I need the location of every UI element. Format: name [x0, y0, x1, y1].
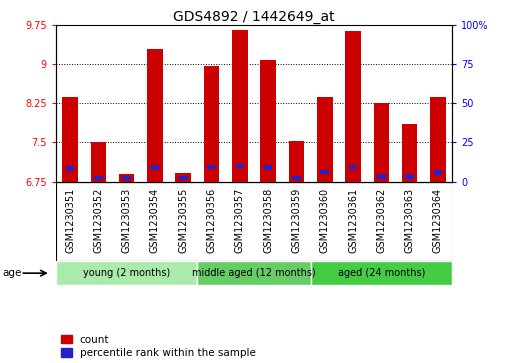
Text: aged (24 months): aged (24 months): [338, 268, 425, 278]
Bar: [207, 164, 216, 169]
Bar: [292, 176, 301, 180]
Bar: [151, 165, 159, 170]
Bar: [147, 49, 163, 182]
Bar: [377, 174, 386, 179]
Bar: [204, 66, 219, 182]
Text: GSM1230357: GSM1230357: [235, 188, 245, 253]
Bar: [345, 30, 361, 181]
Bar: [434, 170, 442, 175]
Bar: [232, 29, 247, 181]
Text: age: age: [3, 268, 22, 278]
Bar: [62, 97, 78, 182]
Text: GSM1230363: GSM1230363: [405, 188, 415, 253]
Text: middle aged (12 months): middle aged (12 months): [192, 268, 316, 278]
Text: GSM1230358: GSM1230358: [263, 188, 273, 253]
Bar: [405, 174, 414, 179]
Text: GSM1230361: GSM1230361: [348, 188, 358, 253]
Text: GSM1230351: GSM1230351: [65, 188, 75, 253]
Bar: [90, 143, 106, 182]
Title: GDS4892 / 1442649_at: GDS4892 / 1442649_at: [173, 11, 335, 24]
Bar: [289, 141, 304, 182]
Text: GSM1230355: GSM1230355: [178, 188, 188, 253]
Text: GSM1230356: GSM1230356: [207, 188, 216, 253]
Text: GSM1230360: GSM1230360: [320, 188, 330, 253]
Text: young (2 months): young (2 months): [83, 268, 170, 278]
Bar: [373, 103, 389, 182]
Text: GSM1230362: GSM1230362: [376, 188, 387, 253]
Bar: [321, 170, 329, 175]
Text: GSM1230352: GSM1230352: [93, 188, 103, 253]
Text: GSM1230354: GSM1230354: [150, 188, 160, 253]
Bar: [264, 165, 272, 170]
Bar: [310, 261, 452, 285]
Bar: [122, 176, 131, 180]
Bar: [94, 176, 103, 180]
Bar: [236, 164, 244, 168]
Bar: [56, 261, 198, 285]
Bar: [349, 164, 357, 169]
Text: GSM1230359: GSM1230359: [292, 188, 301, 253]
Bar: [179, 176, 187, 180]
Text: GSM1230364: GSM1230364: [433, 188, 443, 253]
Bar: [175, 173, 191, 182]
Bar: [402, 124, 418, 182]
Bar: [198, 261, 310, 285]
Bar: [119, 174, 135, 182]
Bar: [430, 97, 446, 182]
Text: GSM1230353: GSM1230353: [121, 188, 132, 253]
Bar: [261, 60, 276, 182]
Bar: [317, 97, 333, 182]
Bar: [66, 166, 74, 171]
Legend: count, percentile rank within the sample: count, percentile rank within the sample: [61, 335, 256, 358]
